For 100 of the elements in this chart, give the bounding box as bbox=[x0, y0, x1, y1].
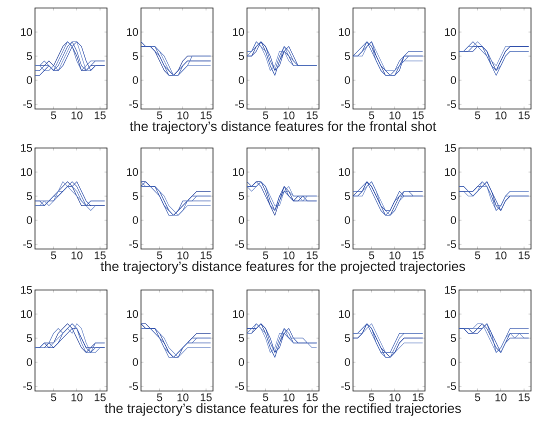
x-tick-label: 10 bbox=[178, 112, 188, 120]
y-tick-label: 5 bbox=[238, 52, 244, 60]
y-tick-label: 0 bbox=[450, 216, 456, 224]
y-tick-label: -5 bbox=[447, 382, 456, 390]
y-tick-label: 10 bbox=[445, 168, 456, 176]
y-tick-label: 10 bbox=[21, 28, 32, 36]
x-tick-label: 15 bbox=[412, 112, 424, 120]
x-tick-label: 10 bbox=[178, 394, 188, 402]
y-tick-label: 5 bbox=[26, 52, 32, 60]
y-tick-label: 5 bbox=[132, 192, 138, 200]
y-tick-label: 5 bbox=[344, 334, 350, 342]
y-tick-label: -5 bbox=[341, 382, 350, 390]
y-tick-label: 10 bbox=[127, 168, 138, 176]
y-tick-label: 5 bbox=[26, 334, 32, 342]
x-tick-label: 10 bbox=[496, 394, 506, 402]
x-tick-label: 10 bbox=[390, 252, 400, 260]
y-tick-label: 0 bbox=[450, 358, 456, 366]
y-tick-label: 0 bbox=[26, 358, 32, 366]
y-tick-label: 10 bbox=[445, 28, 456, 36]
x-tick-label: 5 bbox=[474, 252, 480, 260]
y-tick-label: 5 bbox=[26, 192, 32, 200]
y-tick-label: 10 bbox=[339, 310, 350, 318]
x-tick-label: 15 bbox=[94, 252, 106, 260]
y-tick-label: 0 bbox=[26, 216, 32, 224]
x-tick-label: 5 bbox=[50, 252, 56, 260]
x-tick-label: 5 bbox=[156, 252, 162, 260]
y-tick-label: -5 bbox=[23, 100, 32, 108]
y-tick-label: 10 bbox=[339, 168, 350, 176]
x-tick-label: 5 bbox=[50, 394, 56, 402]
y-tick-label: 5 bbox=[132, 52, 138, 60]
y-tick-label: -5 bbox=[341, 240, 350, 248]
x-tick-label: 5 bbox=[368, 252, 374, 260]
x-tick-label: 5 bbox=[368, 112, 374, 120]
y-tick-label: -5 bbox=[447, 240, 456, 248]
x-tick-label: 15 bbox=[518, 394, 530, 402]
x-tick-label: 15 bbox=[94, 394, 106, 402]
x-tick-label: 10 bbox=[496, 252, 506, 260]
y-tick-label: 5 bbox=[450, 334, 456, 342]
y-tick-label: 10 bbox=[233, 310, 244, 318]
x-axis-title: the trajectory’s distance features for the rectified trajectories bbox=[104, 403, 461, 416]
y-tick-label: 0 bbox=[238, 216, 244, 224]
y-tick-label: -5 bbox=[23, 382, 32, 390]
y-tick-label: 0 bbox=[132, 358, 138, 366]
y-tick-label: -5 bbox=[23, 240, 32, 248]
x-tick-label: 15 bbox=[94, 112, 106, 120]
x-tick-label: 5 bbox=[262, 252, 268, 260]
y-tick-label: 10 bbox=[339, 28, 350, 36]
y-tick-label: 10 bbox=[127, 28, 138, 36]
x-tick-label: 10 bbox=[284, 252, 294, 260]
x-tick-label: 10 bbox=[496, 112, 506, 120]
y-tick-label: -5 bbox=[447, 100, 456, 108]
y-tick-label: 10 bbox=[21, 310, 32, 318]
x-tick-label: 15 bbox=[306, 394, 318, 402]
x-tick-label: 15 bbox=[412, 252, 424, 260]
x-axis-title: the trajectory’s distance features for the projected trajectories bbox=[100, 261, 466, 274]
x-tick-label: 15 bbox=[412, 394, 424, 402]
y-tick-label: 10 bbox=[127, 310, 138, 318]
y-tick-label: 15 bbox=[21, 286, 32, 294]
y-tick-label: 10 bbox=[233, 168, 244, 176]
y-tick-label: 0 bbox=[238, 358, 244, 366]
y-tick-label: 5 bbox=[344, 192, 350, 200]
x-tick-label: 15 bbox=[518, 112, 530, 120]
y-tick-label: 10 bbox=[445, 310, 456, 318]
y-tick-label: 5 bbox=[450, 52, 456, 60]
x-tick-label: 5 bbox=[156, 394, 162, 402]
y-tick-label: 5 bbox=[132, 334, 138, 342]
x-tick-label: 5 bbox=[474, 112, 480, 120]
y-tick-label: 10 bbox=[21, 168, 32, 176]
y-tick-label: 15 bbox=[445, 286, 456, 294]
y-tick-label: 0 bbox=[344, 76, 350, 84]
y-tick-label: 0 bbox=[450, 76, 456, 84]
x-tick-label: 10 bbox=[72, 394, 82, 402]
y-tick-label: 5 bbox=[238, 192, 244, 200]
y-tick-label: 0 bbox=[238, 76, 244, 84]
y-tick-label: -5 bbox=[129, 382, 138, 390]
x-tick-label: 15 bbox=[306, 252, 318, 260]
x-tick-label: 5 bbox=[156, 112, 162, 120]
y-tick-label: 0 bbox=[26, 76, 32, 84]
x-tick-label: 5 bbox=[474, 394, 480, 402]
y-tick-label: 0 bbox=[132, 216, 138, 224]
y-tick-label: -5 bbox=[129, 100, 138, 108]
y-tick-label: -5 bbox=[235, 100, 244, 108]
x-tick-label: 10 bbox=[284, 112, 294, 120]
y-tick-label: -5 bbox=[235, 240, 244, 248]
x-tick-label: 15 bbox=[200, 112, 212, 120]
x-axis-title: the trajectory’s distance features for the frontal shot bbox=[130, 121, 436, 134]
y-tick-label: -5 bbox=[235, 382, 244, 390]
x-tick-label: 5 bbox=[262, 112, 268, 120]
y-tick-label: 0 bbox=[344, 358, 350, 366]
x-tick-label: 15 bbox=[200, 252, 212, 260]
y-tick-label: 5 bbox=[344, 52, 350, 60]
x-tick-label: 10 bbox=[390, 112, 400, 120]
x-tick-label: 5 bbox=[262, 394, 268, 402]
x-tick-label: 5 bbox=[50, 112, 56, 120]
x-tick-label: 15 bbox=[518, 252, 530, 260]
x-tick-label: 10 bbox=[284, 394, 294, 402]
y-tick-label: 5 bbox=[238, 334, 244, 342]
x-tick-label: 10 bbox=[178, 252, 188, 260]
y-tick-label: 0 bbox=[132, 76, 138, 84]
y-tick-label: 15 bbox=[21, 144, 32, 152]
